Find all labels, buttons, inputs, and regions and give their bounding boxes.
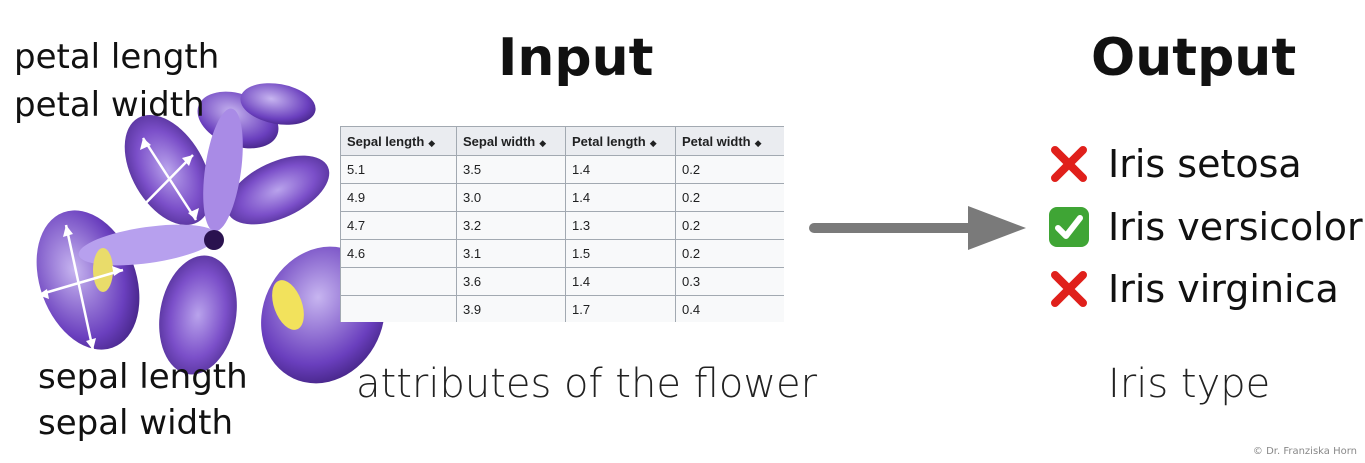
table-row: 3.9 1.7 0.4 (340, 295, 784, 322)
table-cell: 0.3 (675, 267, 784, 296)
cross-mark-icon (1051, 271, 1087, 307)
option-label: Iris setosa (1108, 142, 1302, 186)
petal-length-label: petal length (14, 37, 220, 77)
table-cell: 1.4 (565, 183, 676, 212)
table-cell (340, 295, 457, 322)
table-row: 4.9 3.0 1.4 0.2 (340, 183, 784, 212)
table-cell (340, 267, 457, 296)
table-cell: 3.0 (456, 183, 566, 212)
table-row: 4.7 3.2 1.3 0.2 (340, 211, 784, 240)
table-cell: 3.2 (456, 211, 566, 240)
table-cell: 1.4 (565, 155, 676, 184)
input-caption: attributes of the flower (356, 361, 818, 407)
table-cell: 4.7 (340, 211, 457, 240)
output-caption: Iris type (1108, 361, 1271, 407)
table-cell: 4.9 (340, 183, 457, 212)
table-cell: 3.1 (456, 239, 566, 268)
iris-data-table: Sepal length ◆ Sepal width ◆ Petal length ◆… (340, 126, 784, 322)
table-cell: 0.2 (675, 155, 784, 184)
option-label: Iris versicolor (1108, 205, 1363, 249)
output-option: Iris setosa (1048, 140, 1302, 188)
column-header[interactable]: Sepal width ◆ (456, 126, 566, 156)
sepal-length-label: sepal length (38, 357, 248, 397)
cross-mark-icon (1051, 146, 1087, 182)
sepal-width-label: sepal width (38, 403, 234, 443)
table-cell: 0.2 (675, 183, 784, 212)
sort-icon[interactable]: ◆ (428, 137, 436, 148)
table-cell: 1.7 (565, 295, 676, 322)
table-row: 5.1 3.5 1.4 0.2 (340, 155, 784, 184)
table-header-row: Sepal length ◆ Sepal width ◆ Petal length ◆… (340, 126, 784, 156)
output-option: Iris virginica (1048, 265, 1339, 313)
table-cell: 0.2 (675, 211, 784, 240)
table-cell: 0.2 (675, 239, 784, 268)
table-cell: 1.5 (565, 239, 676, 268)
input-heading: Input (498, 28, 654, 88)
table-row: 4.6 3.1 1.5 0.2 (340, 239, 784, 268)
right-arrow-icon (809, 206, 1026, 250)
column-header[interactable]: Petal width ◆ (675, 126, 784, 156)
table-row: 3.6 1.4 0.3 (340, 267, 784, 296)
sort-icon[interactable]: ◆ (754, 137, 762, 148)
copyright-notice: © Dr. Franziska Horn (1252, 446, 1357, 457)
column-header[interactable]: Sepal length ◆ (340, 126, 457, 156)
table-cell: 0.4 (675, 295, 784, 322)
table-cell: 3.6 (456, 267, 566, 296)
output-option: Iris versicolor (1048, 203, 1363, 251)
table-cell: 3.9 (456, 295, 566, 322)
output-heading: Output (1091, 28, 1297, 88)
table-cell: 1.4 (565, 267, 676, 296)
iris-flower-image (36, 83, 385, 384)
sort-icon[interactable]: ◆ (539, 137, 547, 148)
table-cell: 5.1 (340, 155, 457, 184)
table-cell: 3.5 (456, 155, 566, 184)
table-cell: 4.6 (340, 239, 457, 268)
column-header[interactable]: Petal length ◆ (565, 126, 676, 156)
option-label: Iris virginica (1108, 267, 1339, 311)
table-cell: 1.3 (565, 211, 676, 240)
petal-width-label: petal width (14, 85, 205, 125)
check-mark-icon (1049, 207, 1089, 247)
sort-icon[interactable]: ◆ (649, 137, 657, 148)
